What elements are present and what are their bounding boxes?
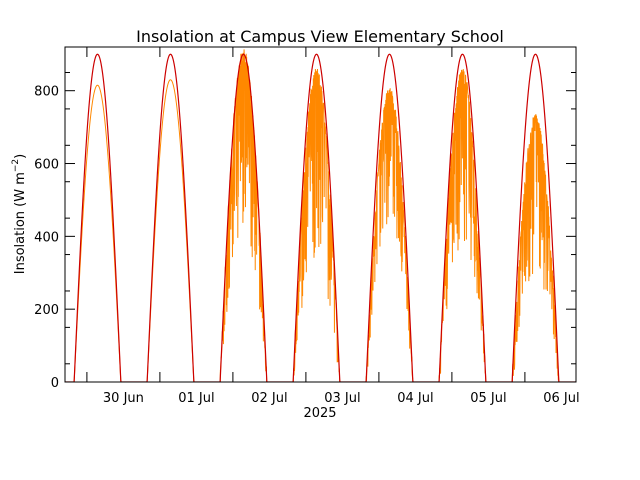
x-axis: 30 Jun 01 Jul 02 Jul 03 Jul 04 Jul 05 Jul 06 J… [86, 47, 580, 406]
y-axis-label: Insolation (W m−2) [11, 154, 28, 275]
x-tick-label: 06 Jul [543, 391, 579, 406]
x-tick-label: 01 Jul [178, 391, 214, 406]
y-tick-label: 400 [34, 230, 59, 245]
y-tick-label: 0 [51, 376, 59, 391]
x-tick-label: 30 Jun [103, 391, 144, 406]
plot-frame [64, 46, 577, 383]
series-measured-line [65, 49, 576, 382]
y-axis: 0 200 400 600 800 [34, 71, 576, 391]
x-tick-label: 05 Jul [470, 391, 506, 406]
x-tick-label: 03 Jul [324, 391, 360, 406]
x-tick-label: 04 Jul [397, 391, 433, 406]
series-clear-sky-line [65, 53, 576, 382]
y-axis-label-close: ) [13, 154, 28, 159]
y-tick-label: 600 [34, 158, 59, 173]
chart-title: Insolation at Campus View Elementary Sch… [136, 27, 504, 46]
y-axis-label-sup: −2 [11, 159, 21, 172]
y-tick-label: 800 [34, 85, 59, 100]
y-tick-label: 200 [34, 303, 59, 318]
y-axis-label-main: Insolation (W m [13, 172, 28, 274]
x-tick-label: 02 Jul [251, 391, 287, 406]
x-axis-label: 2025 [303, 406, 336, 421]
plot-lines [65, 49, 576, 382]
